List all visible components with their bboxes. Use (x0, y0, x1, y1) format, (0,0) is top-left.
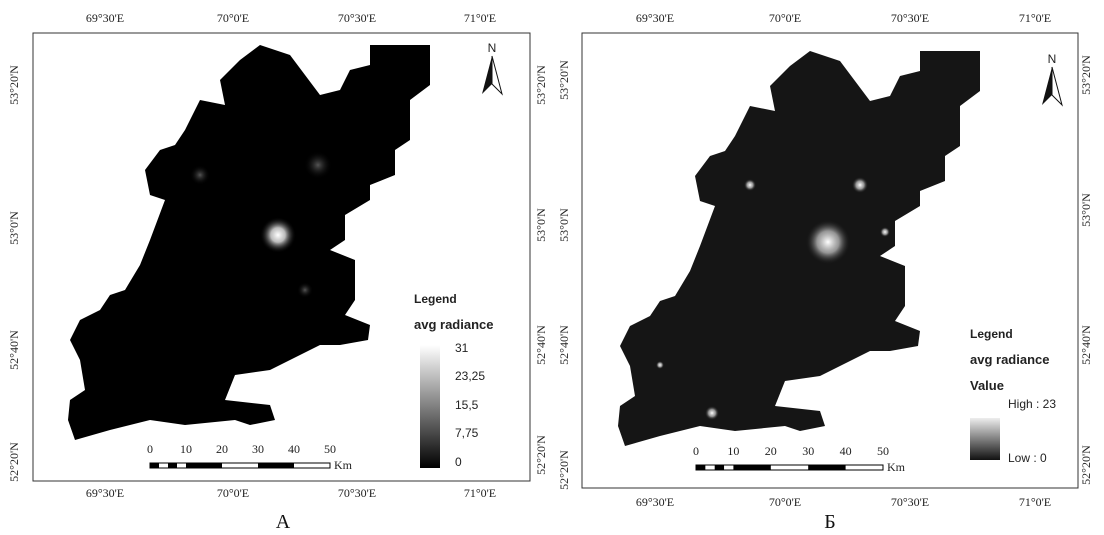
lat-label: 53°20'N (1079, 55, 1093, 95)
lon-label: 70°30'E (338, 11, 376, 25)
scale-label: 40 (288, 442, 300, 456)
caption: А (276, 511, 291, 533)
scale-bar (168, 463, 177, 468)
caption: Б (824, 511, 835, 533)
lon-label: 69°30'E (636, 11, 674, 25)
light-glow (852, 177, 868, 193)
lat-label: 52°20'N (7, 442, 21, 482)
light-glow (705, 406, 719, 420)
scale-bar (733, 465, 770, 470)
legend-label: 23,25 (455, 369, 485, 383)
lat-label: 52°40'N (1079, 325, 1093, 365)
lon-label: 70°30'E (338, 486, 376, 500)
lat-label: 53°20'N (7, 65, 21, 105)
legend-label: 0 (455, 455, 462, 469)
legend-label: 31 (455, 341, 469, 355)
lon-label: 70°0'E (217, 11, 249, 25)
lat-label: 52°20'N (534, 435, 548, 475)
lon-label: 71°0'E (1019, 11, 1051, 25)
lat-label: 53°0'N (7, 211, 21, 245)
lon-label: 70°0'E (217, 486, 249, 500)
lon-label: 70°30'E (891, 495, 929, 509)
light-glow (744, 179, 756, 191)
scale-label: 20 (765, 444, 777, 458)
light-glow (304, 151, 332, 179)
scale-bar (808, 465, 845, 470)
lat-label: 53°0'N (557, 208, 571, 242)
lat-label: 52°20'N (557, 450, 571, 490)
scale-unit: Km (334, 458, 353, 472)
scale-unit: Km (887, 460, 906, 474)
legend-label: 15,5 (455, 398, 479, 412)
lon-label: 71°0'E (1019, 495, 1051, 509)
lon-label: 69°30'E (86, 11, 124, 25)
lon-label: 70°30'E (891, 11, 929, 25)
scale-label: 10 (180, 442, 192, 456)
north-label: N (488, 41, 497, 55)
scale-bar (258, 463, 294, 468)
light-glow (190, 165, 210, 185)
lat-label: 52°20'N (1079, 445, 1093, 485)
lon-label: 69°30'E (636, 495, 674, 509)
legend-ramp (420, 345, 440, 468)
lat-label: 53°0'N (1079, 193, 1093, 227)
legend-title: Legend (414, 292, 457, 306)
scale-bar (696, 465, 705, 470)
legend-title: Legend (970, 327, 1013, 341)
legend-subtitle: Value (970, 378, 1004, 393)
scale-label: 10 (727, 444, 739, 458)
north-label: N (1048, 52, 1057, 66)
lon-label: 70°0'E (769, 495, 801, 509)
lat-label: 53°20'N (534, 65, 548, 105)
legend-field: avg radiance (970, 352, 1050, 367)
scale-label: 30 (802, 444, 814, 458)
lon-label: 71°0'E (464, 11, 496, 25)
legend-label: Low : 0 (1008, 451, 1047, 465)
light-glow (260, 217, 296, 253)
legend-ramp (970, 418, 1000, 460)
light-glow (297, 282, 313, 298)
scale-label: 40 (840, 444, 852, 458)
scale-label: 50 (877, 444, 889, 458)
scale-bar (150, 463, 159, 468)
lat-label: 53°0'N (534, 208, 548, 242)
lat-label: 52°40'N (557, 325, 571, 365)
light-glow (880, 227, 890, 237)
figure: 69°30'E 69°30'E 70°0'E 70°0'E 70°30'E 70°30'E… (0, 0, 1104, 535)
lon-label: 70°0'E (769, 11, 801, 25)
scale-label: 30 (252, 442, 264, 456)
legend-field: avg radiance (414, 317, 494, 332)
light-glow (656, 361, 664, 369)
lat-label: 52°40'N (7, 330, 21, 370)
scale-label: 20 (216, 442, 228, 456)
scale-bar (715, 465, 724, 470)
light-glow (806, 220, 850, 264)
scale-label: 50 (324, 442, 336, 456)
scale-label: 0 (693, 444, 699, 458)
lon-label: 71°0'E (464, 486, 496, 500)
lon-label: 69°30'E (86, 486, 124, 500)
scale-bar (186, 463, 222, 468)
scale-label: 0 (147, 442, 153, 456)
lat-label: 53°20'N (557, 60, 571, 100)
legend-label: High : 23 (1008, 397, 1056, 411)
legend-label: 7,75 (455, 426, 479, 440)
lat-label: 52°40'N (534, 325, 548, 365)
